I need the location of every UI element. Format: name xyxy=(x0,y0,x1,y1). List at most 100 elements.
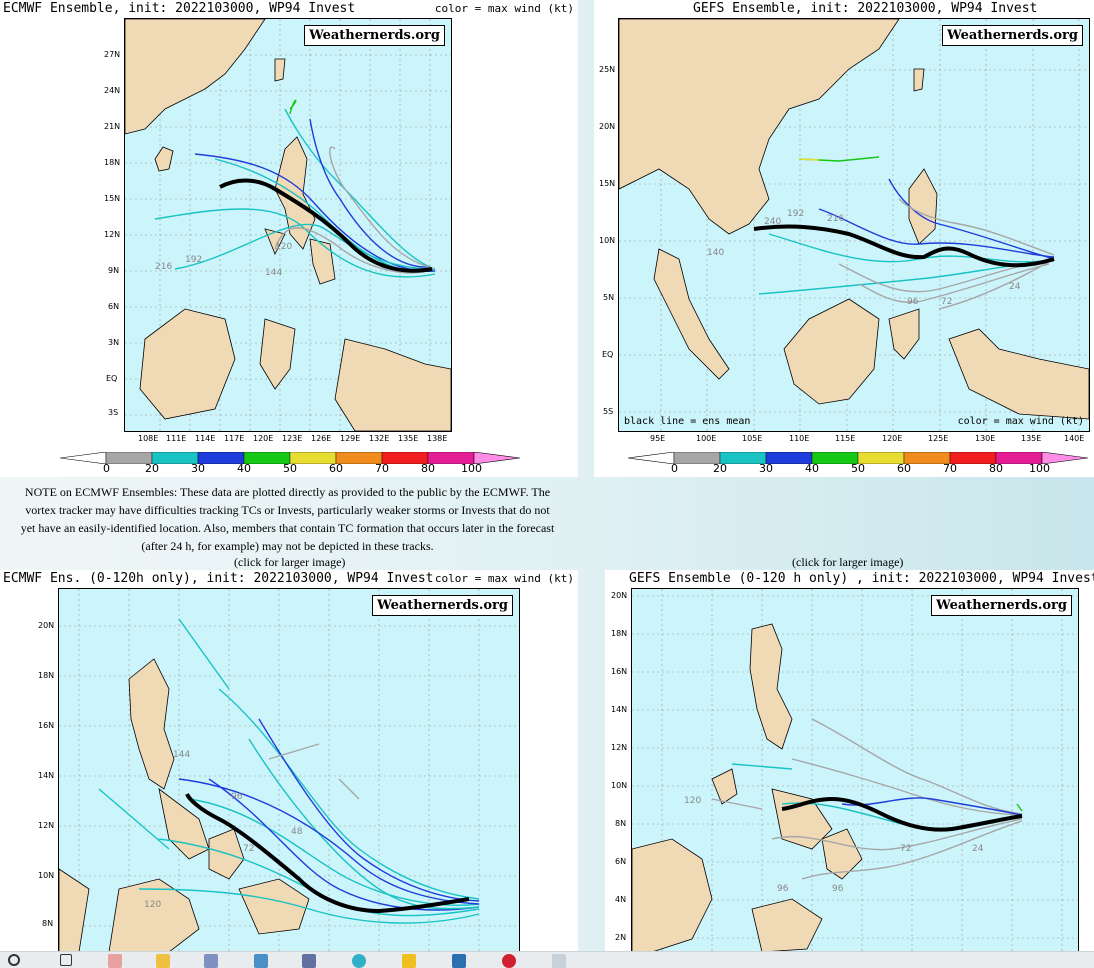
ensemble-mean-track xyxy=(753,224,1055,268)
browser-icon[interactable] xyxy=(352,954,366,968)
lat-label: 18N xyxy=(38,671,55,680)
gefs-120h-track-map[interactable]: 120 96 96 72 24 Weathernerds.org xyxy=(631,588,1079,951)
lat-label: EQ xyxy=(602,350,614,359)
svg-text:144: 144 xyxy=(173,750,190,760)
svg-text:192: 192 xyxy=(787,209,804,219)
search-icon[interactable] xyxy=(8,954,20,966)
svg-text:96: 96 xyxy=(832,884,844,894)
lon-label: 132E xyxy=(369,434,390,443)
svg-text:216: 216 xyxy=(155,262,172,272)
gefs-ensemble-panel[interactable]: GEFS Ensemble, init: 2022103000, WP94 In… xyxy=(594,0,1094,477)
lat-label: 12N xyxy=(611,743,628,752)
track-time-labels: 120 96 96 72 24 xyxy=(684,796,984,894)
lon-label: 126E xyxy=(311,434,332,443)
lat-label: 15N xyxy=(599,179,616,188)
map-graphic: 240 216 192 140 96 72 24 xyxy=(619,19,1089,431)
svg-text:72: 72 xyxy=(941,297,952,307)
ecmwf-ensemble-panel[interactable]: ECMWF Ensemble, init: 2022103000, WP94 I… xyxy=(0,0,578,477)
track-time-labels: 240 216 192 140 96 72 24 xyxy=(707,209,1021,307)
app-icon[interactable] xyxy=(302,954,316,968)
app-icon[interactable] xyxy=(502,954,516,968)
svg-text:192: 192 xyxy=(185,255,202,265)
app-icon[interactable] xyxy=(452,954,466,968)
lon-label: 138E xyxy=(427,434,448,443)
weathernerds-badge: Weathernerds.org xyxy=(942,25,1083,46)
svg-text:48: 48 xyxy=(291,827,303,837)
app-icon[interactable] xyxy=(402,954,416,968)
svg-text:96: 96 xyxy=(907,297,919,307)
panel-title: GEFS Ensemble (0-120 h only) , init: 202… xyxy=(629,571,1094,586)
svg-text:120: 120 xyxy=(275,242,292,252)
lat-label: 20N xyxy=(611,591,628,600)
lon-label: 100E xyxy=(696,434,717,443)
svg-text:216: 216 xyxy=(827,214,844,224)
colorbar-label: 30 xyxy=(759,462,773,475)
panel-title: ECMWF Ens. (0-120h only), init: 20221030… xyxy=(3,571,434,586)
mean-line-note: black line = ens mean xyxy=(624,416,751,427)
app-icon[interactable] xyxy=(254,954,268,968)
folder-icon[interactable] xyxy=(156,954,170,968)
map-graphic: 120 96 96 72 24 xyxy=(632,589,1078,951)
lat-label: 25N xyxy=(599,65,616,74)
lat-label: 24N xyxy=(104,86,121,95)
lat-label: 10N xyxy=(599,236,616,245)
landmass xyxy=(619,19,1089,420)
lat-label: 5N xyxy=(603,293,615,302)
colorbar-graphic xyxy=(59,451,521,465)
gefs-track-map[interactable]: 240 216 192 140 96 72 24 Weathernerds.org blac… xyxy=(618,18,1090,432)
ecmwf-track-map[interactable]: 216 192 144 120 Weathernerds.org xyxy=(124,18,452,432)
panel-title-bar: ECMWF Ens. (0-120h only), init: 20221030… xyxy=(0,570,578,588)
wind-colorbar xyxy=(627,449,1089,465)
lat-label: 8N xyxy=(42,919,54,928)
ecmwf-120h-track-map[interactable]: 120 96 72 48 144 Weathernerds.org xyxy=(58,588,520,951)
lat-label: 12N xyxy=(38,821,55,830)
lat-label: 16N xyxy=(611,667,628,676)
app-icon[interactable] xyxy=(108,954,122,968)
ecmwf-120h-panel[interactable]: ECMWF Ens. (0-120h only), init: 20221030… xyxy=(0,570,578,951)
app-icon[interactable] xyxy=(204,954,218,968)
lon-label: 108E xyxy=(138,434,159,443)
ecmwf-note: NOTE on ECMWF Ensembles: These data are … xyxy=(20,485,555,553)
colorbar-label: 0 xyxy=(103,462,110,475)
click-for-larger-link[interactable]: (click for larger image) xyxy=(792,555,904,569)
lat-label: 18N xyxy=(611,629,628,638)
lat-label: 10N xyxy=(38,871,55,880)
lat-label: 9N xyxy=(108,266,120,275)
legend-note: color = max wind (kt) xyxy=(957,416,1084,427)
lon-label: 95E xyxy=(650,434,666,443)
lon-label: 135E xyxy=(1021,434,1042,443)
lat-label: 3S xyxy=(108,408,119,417)
colorbar-label: 20 xyxy=(145,462,159,475)
svg-text:144: 144 xyxy=(265,268,282,278)
gefs-120h-panel[interactable]: GEFS Ensemble (0-120 h only) , init: 202… xyxy=(605,570,1094,951)
ensemble-mean-track xyxy=(185,793,470,914)
lat-label: 20N xyxy=(599,122,616,131)
track-time-labels: 120 96 72 48 144 xyxy=(144,750,303,910)
lat-label: 8N xyxy=(615,819,627,828)
legend-note: color = max wind (kt) xyxy=(434,2,574,15)
svg-text:24: 24 xyxy=(1009,282,1021,292)
panel-title-bar: GEFS Ensemble, init: 2022103000, WP94 In… xyxy=(594,0,1094,18)
svg-text:120: 120 xyxy=(144,900,161,910)
lat-label: 27N xyxy=(104,50,121,59)
lon-label: 115E xyxy=(835,434,856,443)
colorbar-label: 30 xyxy=(191,462,205,475)
svg-text:72: 72 xyxy=(900,844,911,854)
lon-label: 110E xyxy=(789,434,810,443)
svg-text:140: 140 xyxy=(707,248,724,258)
colorbar-label: 80 xyxy=(421,462,435,475)
app-icon[interactable] xyxy=(552,954,566,968)
click-for-larger-link[interactable]: (click for larger image) xyxy=(234,555,346,569)
lon-label: 140E xyxy=(1064,434,1085,443)
lat-label: 3N xyxy=(108,338,120,347)
lat-label: 10N xyxy=(611,781,628,790)
svg-text:96: 96 xyxy=(777,884,789,894)
colorbar-label: 50 xyxy=(283,462,297,475)
taskbar xyxy=(0,951,1094,968)
lat-label: 14N xyxy=(611,705,628,714)
svg-text:24: 24 xyxy=(972,844,984,854)
weathernerds-badge: Weathernerds.org xyxy=(372,595,513,616)
task-view-icon[interactable] xyxy=(60,954,72,966)
lat-label: 15N xyxy=(104,194,121,203)
colorbar-label: 70 xyxy=(375,462,389,475)
